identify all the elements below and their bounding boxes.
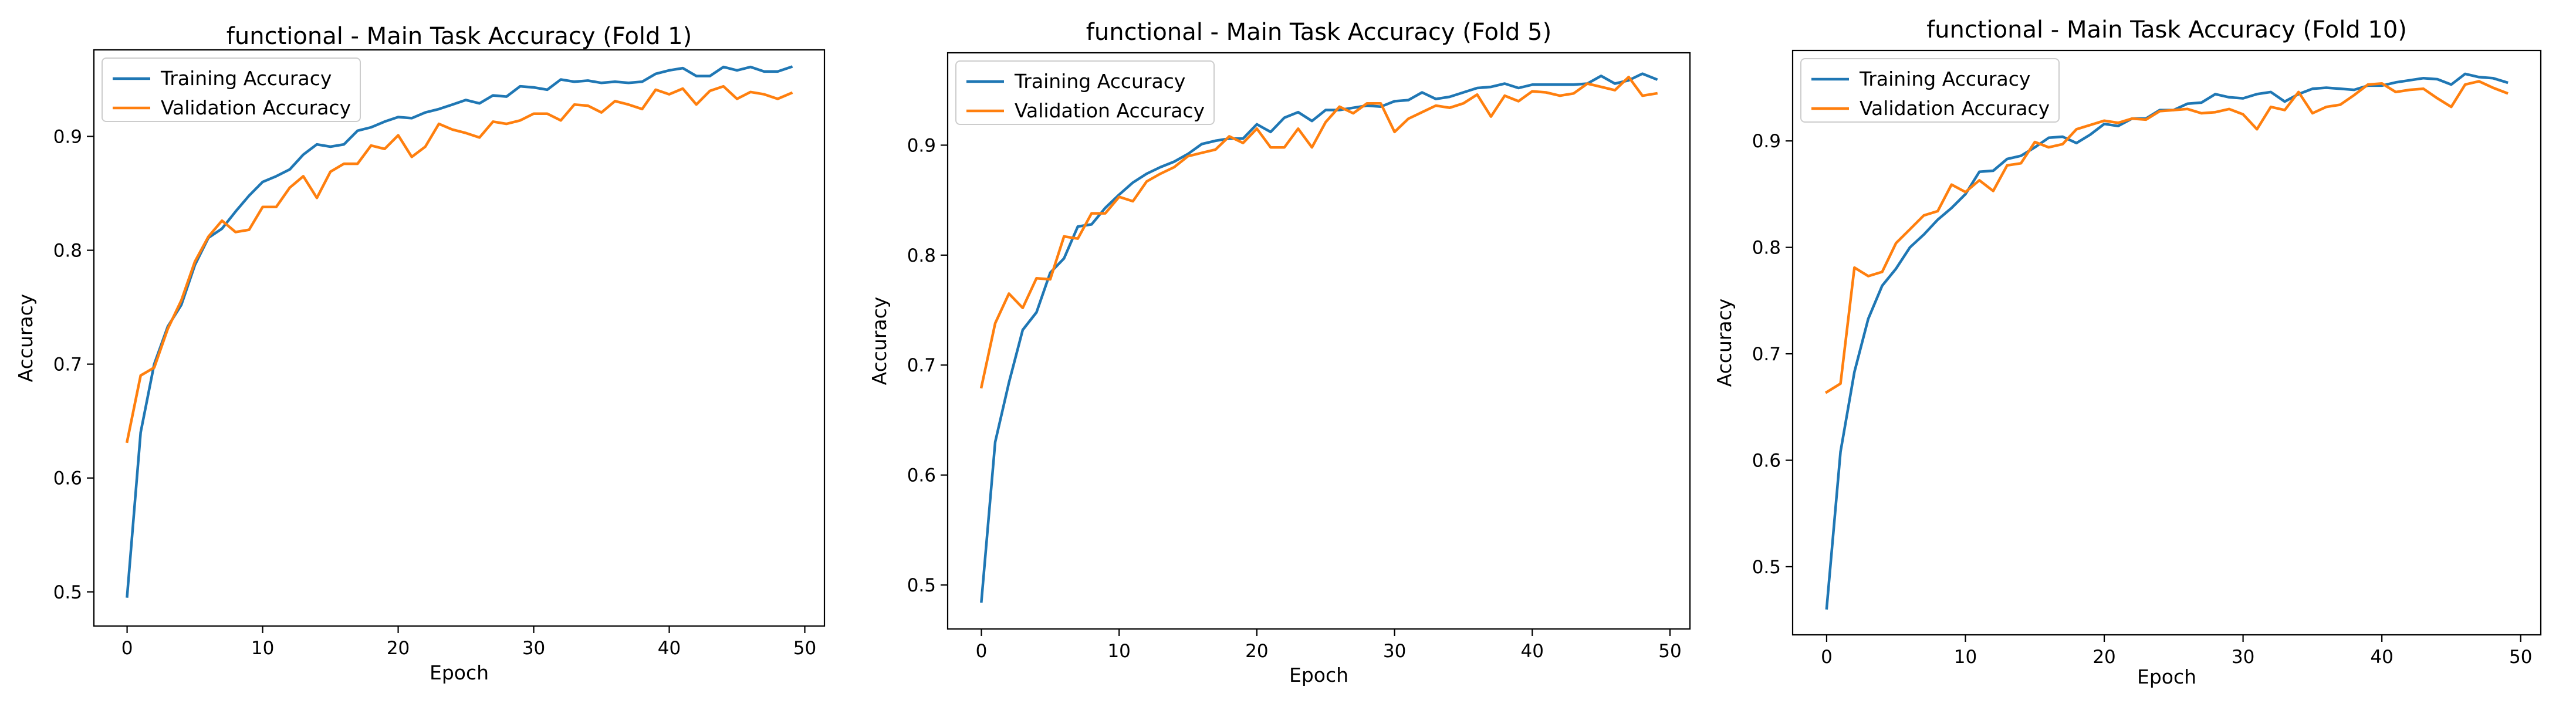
legend-label: Training Accuracy xyxy=(1859,67,2030,90)
y-tick-label: 0.7 xyxy=(53,354,82,376)
x-tick-label: 10 xyxy=(251,638,274,659)
x-tick-label: 40 xyxy=(2370,647,2393,668)
subplot-fold-1: functional - Main Task Accuracy (Fold 1)… xyxy=(14,23,826,684)
x-tick-label: 20 xyxy=(387,638,410,659)
x-tick-label: 0 xyxy=(976,641,988,662)
subplot-fold-3: functional - Main Task Accuracy (Fold 10… xyxy=(1713,16,2542,688)
legend-label: Training Accuracy xyxy=(160,67,332,90)
x-tick-label: 30 xyxy=(2232,647,2254,668)
chart-title: functional - Main Task Accuracy (Fold 10… xyxy=(1926,16,2407,43)
legend-label: Training Accuracy xyxy=(1014,70,1185,93)
y-tick-label: 0.9 xyxy=(53,126,82,147)
axes-frame xyxy=(93,49,826,627)
training-accuracy-line xyxy=(126,65,793,598)
y-axis-label: Accuracy xyxy=(14,294,37,383)
x-tick-label: 10 xyxy=(1954,647,1977,668)
chart-title: functional - Main Task Accuracy (Fold 1) xyxy=(227,23,692,50)
y-tick-label: 0.9 xyxy=(907,135,936,156)
legend-box xyxy=(102,57,361,122)
y-tick-label: 0.6 xyxy=(53,468,82,489)
legend: Training Accuracy Validation Accuracy xyxy=(955,60,1215,125)
x-axis-label: Epoch xyxy=(430,661,489,684)
subplot-fold-2: functional - Main Task Accuracy (Fold 5)… xyxy=(868,19,1691,686)
y-tick-label: 0.7 xyxy=(1752,344,1781,365)
x-tick-label: 0 xyxy=(121,638,133,659)
validation-accuracy-line xyxy=(1824,80,2509,394)
y-tick-label: 0.5 xyxy=(53,582,82,603)
x-tick-label: 30 xyxy=(522,638,545,659)
x-axis-label: Epoch xyxy=(1289,664,1348,686)
y-tick-label: 0.7 xyxy=(907,355,936,376)
x-tick-label: 10 xyxy=(1107,641,1130,662)
y-axis-label: Accuracy xyxy=(868,297,891,385)
legend-box xyxy=(1800,58,2060,123)
legend-label: Validation Accuracy xyxy=(161,96,351,119)
y-tick-label: 0.8 xyxy=(1752,238,1781,259)
chart-title: functional - Main Task Accuracy (Fold 5) xyxy=(1086,19,1551,46)
validation-accuracy-line xyxy=(979,75,1658,389)
x-tick-label: 30 xyxy=(1383,641,1406,662)
x-tick-label: 40 xyxy=(658,638,681,659)
axes-frame xyxy=(946,52,1691,630)
y-axis-label: Accuracy xyxy=(1713,299,1736,387)
x-tick-label: 50 xyxy=(793,638,816,659)
x-tick-label: 50 xyxy=(2509,647,2532,668)
y-tick-label: 0.5 xyxy=(907,575,936,596)
x-tick-label: 20 xyxy=(1245,641,1268,662)
x-tick-label: 0 xyxy=(1821,647,1833,668)
legend-label: Validation Accuracy xyxy=(1015,99,1205,122)
y-tick-label: 0.5 xyxy=(1752,557,1781,578)
x-tick-label: 50 xyxy=(1658,641,1681,662)
axes-frame xyxy=(1791,49,2542,636)
legend: Training Accuracy Validation Accuracy xyxy=(102,57,361,122)
y-tick-label: 0.9 xyxy=(1752,131,1781,152)
x-tick-label: 40 xyxy=(1521,641,1544,662)
legend-label: Validation Accuracy xyxy=(1860,97,2050,120)
y-tick-label: 0.6 xyxy=(907,465,936,486)
x-axis-label: Epoch xyxy=(2137,665,2196,688)
training-accuracy-line xyxy=(980,72,1658,603)
y-tick-label: 0.6 xyxy=(1752,450,1781,471)
y-tick-label: 0.8 xyxy=(907,245,936,266)
x-tick-label: 20 xyxy=(2092,647,2115,668)
y-tick-label: 0.8 xyxy=(53,241,82,262)
validation-accuracy-line xyxy=(125,84,793,444)
legend-box xyxy=(955,60,1215,125)
legend: Training Accuracy Validation Accuracy xyxy=(1800,58,2060,123)
training-accuracy-line xyxy=(1825,72,2509,610)
